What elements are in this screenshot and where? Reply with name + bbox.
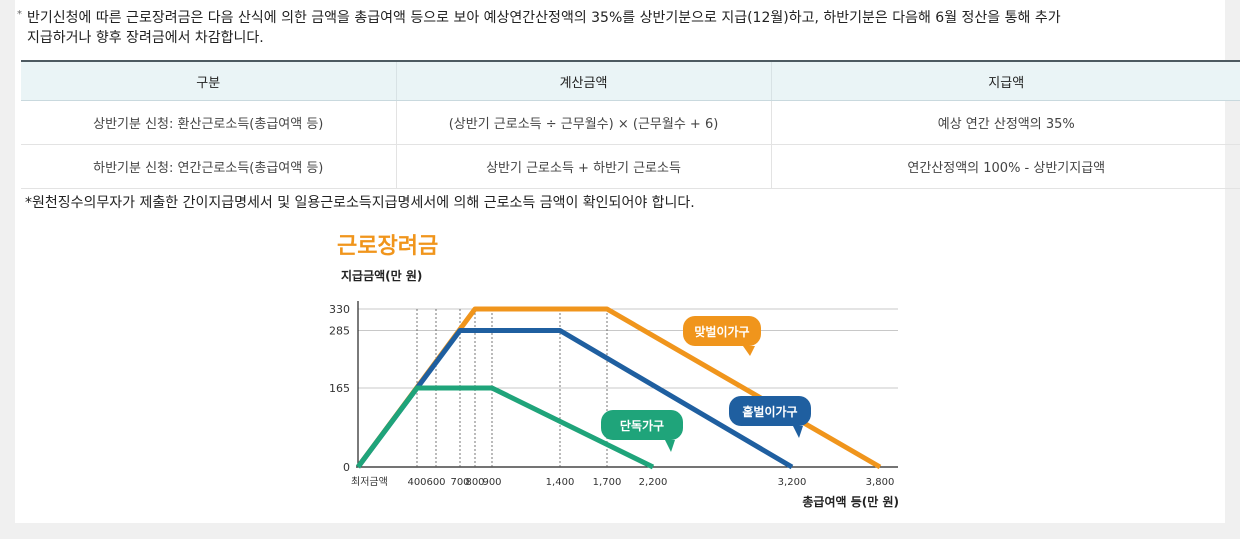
- x-tick-label: 3,800: [866, 477, 895, 488]
- series-line-1: [355, 328, 794, 470]
- y-tick-label: 285: [329, 325, 350, 338]
- x-tick-label: 400: [407, 477, 426, 488]
- y-tick-label: 165: [329, 382, 350, 395]
- table-cell: 연간산정액의 100% - 상반기지급액: [771, 144, 1240, 189]
- x-tick-label: 600: [426, 477, 445, 488]
- legend-bubble-tail: [665, 440, 675, 452]
- table-cell: 상반기 근로소득 + 하반기 근로소득: [396, 144, 772, 189]
- page: * 반기신청에 따른 근로장려금은 다음 산식에 의한 금액을 총급여액 등으로…: [15, 0, 1240, 523]
- x-tick-label: 1,400: [546, 477, 575, 488]
- table-cell: (상반기 근로소득 ÷ 근무월수) × (근무월수 + 6): [396, 100, 772, 145]
- calculation-table: 구분 계산금액 지급액 상반기분 신청: 환산근로소득(총급여액 등) (상반기…: [21, 60, 1240, 189]
- x-tick-label: 700: [450, 477, 469, 488]
- notice-bullet: *: [17, 9, 22, 20]
- y-tick-label: 330: [329, 303, 350, 316]
- chart-title: 근로장려금: [337, 234, 438, 259]
- legend-label: 맞벌이가구: [694, 324, 749, 339]
- notice-line-2: 지급하거나 향후 장려금에서 차감합니다.: [27, 30, 264, 46]
- legend-label: 단독가구: [620, 418, 664, 433]
- y-tick-label: 0: [343, 461, 350, 474]
- table-cell: 상반기분 신청: 환산근로소득(총급여액 등): [21, 100, 397, 145]
- table-row: 상반기분 신청: 환산근로소득(총급여액 등) (상반기 근로소득 ÷ 근무월수…: [21, 100, 1240, 145]
- legend-label: 홑벌이가구: [742, 404, 797, 419]
- x-tick-label: 2,200: [639, 477, 668, 488]
- x-tick-label: 800: [465, 477, 484, 488]
- x-tick-label: 3,200: [778, 477, 807, 488]
- table-cell: 예상 연간 산정액의 35%: [771, 100, 1240, 145]
- y-axis-label: 지급금액(만 원): [341, 268, 422, 283]
- header-category: 구분: [21, 60, 397, 101]
- x-tick-label: 최저금액: [351, 476, 388, 488]
- table-header-row: 구분 계산금액 지급액: [21, 60, 1240, 101]
- x-axis-label: 총급여액 등(만 원): [802, 494, 899, 509]
- legend-bubble-tail: [743, 346, 755, 356]
- legend-bubble-tail: [793, 426, 803, 438]
- header-payment: 지급액: [771, 60, 1240, 101]
- notice-paragraph: * 반기신청에 따른 근로장려금은 다음 산식에 의한 금액을 총급여액 등으로…: [17, 8, 1223, 48]
- table-cell: 하반기분 신청: 연간근로소득(총급여액 등): [21, 144, 397, 189]
- x-tick-label: 900: [482, 477, 501, 488]
- header-calculation: 계산금액: [396, 60, 772, 101]
- x-tick-label: 1,700: [593, 477, 622, 488]
- table-row: 하반기분 신청: 연간근로소득(총급여액 등) 상반기 근로소득 + 하반기 근…: [21, 144, 1240, 189]
- footnote: *원천징수의무자가 제출한 간이지급명세서 및 일용근로소득지급명세서에 의해 …: [25, 195, 695, 211]
- legend-bubble: [683, 316, 761, 346]
- legend-bubble: [729, 396, 811, 426]
- legend-bubble: [601, 410, 683, 440]
- series-line-2: [355, 385, 655, 470]
- notice-line-1: 반기신청에 따른 근로장려금은 다음 산식에 의한 금액을 총급여액 등으로 보…: [27, 10, 1061, 26]
